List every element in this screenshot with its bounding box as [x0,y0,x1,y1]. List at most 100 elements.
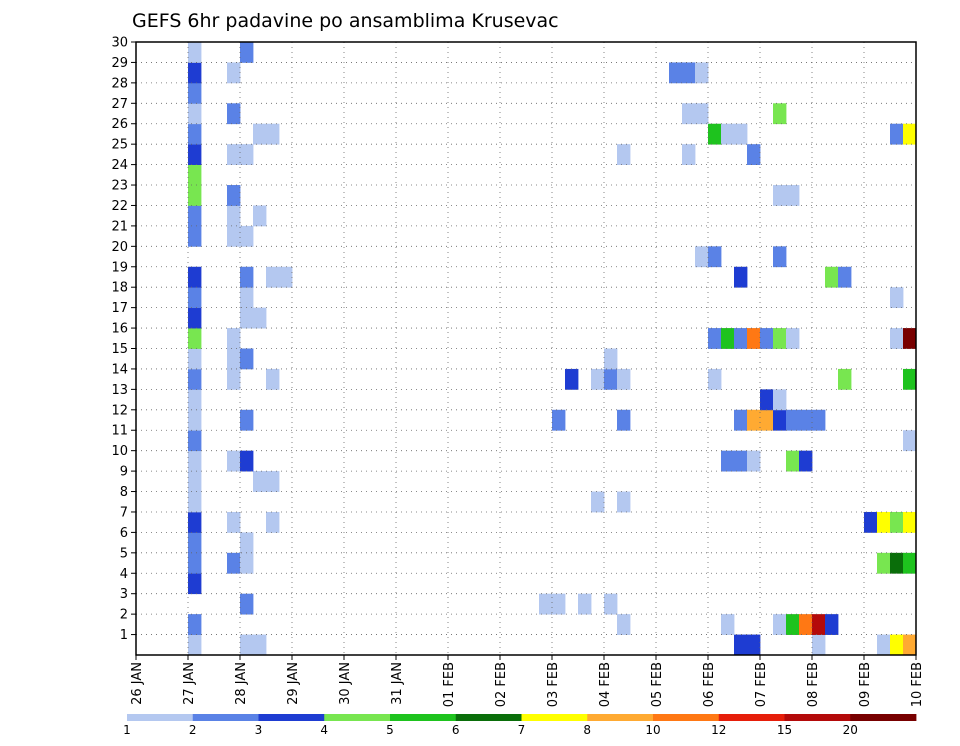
heatmap-cell [565,368,579,390]
heatmap-cell [240,348,254,370]
heatmap-cell [591,368,605,390]
x-tick-label: 09 FEB [858,662,873,707]
heatmap-cell [227,225,241,247]
heatmap-cell [188,164,202,186]
heatmap-cell [721,123,735,145]
heatmap-cell [721,328,735,349]
y-tick-label: 23 [111,179,128,194]
y-tick-label: 28 [111,76,128,91]
y-tick-label: 20 [111,240,128,255]
heatmap-cell [188,614,202,635]
y-tick-label: 19 [111,260,128,275]
heatmap-cell [188,82,202,104]
colorbar-swatch [653,714,720,721]
colorbar-label: 20 [843,723,858,737]
heatmap-cell [773,389,787,411]
y-tick-label: 14 [111,362,128,377]
x-tick-label: 07 FEB [754,662,769,707]
heatmap-cell [695,62,709,84]
x-tick-label: 27 JAN [182,662,197,705]
heatmap-cell [695,103,709,125]
heatmap-cell [773,246,787,268]
heatmap-cell [617,614,631,635]
heatmap-cell [890,123,904,145]
heatmap-cell [188,144,202,165]
x-tick-label: 31 JAN [390,662,405,705]
heatmap-cell [864,511,878,533]
heatmap-cell [227,144,241,165]
heatmap-cell [734,634,748,656]
heatmap-cell [266,471,280,492]
heatmap-cell [760,389,774,411]
x-axis: 26 JAN 27 JAN 28 JAN 29 JAN 30 JAN 31 JAN 01 F… [130,655,925,707]
y-tick-label: 6 [120,526,128,541]
y-tick-label: 30 [111,36,128,51]
heatmap-cell [266,266,280,288]
heatmap-cell [253,205,267,227]
heatmap-cell [240,593,254,615]
heatmap-cell [266,123,280,145]
colorbar-label: 3 [255,723,263,737]
y-tick-label: 5 [120,546,128,561]
heatmap-cell [227,103,241,125]
heatmap-cell [188,185,202,206]
heatmap-cell [708,123,722,145]
heatmap-cell [227,511,241,533]
heatmap-cell [760,328,774,349]
heatmap-cell [682,103,696,125]
x-tick-label: 06 FEB [702,662,717,707]
colorbar-swatch [850,714,917,721]
colorbar-label: 1 [123,723,131,737]
heatmap-cell [890,552,904,574]
colorbar-swatch [718,714,785,721]
heatmap-cell [266,511,280,533]
heatmap-cell [799,409,813,431]
heatmap-cell [786,185,800,206]
colorbar-label: 10 [645,723,660,737]
heatmap-cell [552,409,566,431]
heatmap-cell [240,42,254,63]
heatmap-cell [188,103,202,125]
heatmap-cell [617,409,631,431]
heatmap-cell [721,450,735,472]
colorbar-label: 7 [518,723,526,737]
y-tick-label: 17 [111,301,128,316]
heatmap-cell [747,409,761,431]
heatmap-cell [682,144,696,165]
y-tick-label: 26 [111,117,128,132]
y-tick-label: 8 [120,485,128,500]
x-tick-label: 10 FEB [910,662,925,707]
heatmap-cell [188,287,202,309]
heatmap-cell [708,246,722,268]
colorbar-label: 5 [386,723,394,737]
heatmap-cell [188,348,202,370]
heatmap-cell [253,307,267,329]
heatmap-cell [825,266,839,288]
heatmap-cell [617,368,631,390]
heatmap-cell [773,185,787,206]
x-tick-label: 02 FEB [494,662,509,707]
heatmap-cell [188,511,202,533]
heatmap-cell [188,266,202,288]
x-tick-label: 05 FEB [650,662,665,707]
heatmap-cell [188,634,202,656]
y-tick-label: 4 [120,567,128,582]
heatmap-cell [890,328,904,349]
x-tick-label: 03 FEB [546,662,561,707]
y-tick-label: 9 [120,465,128,480]
colorbar-label: 6 [452,723,460,737]
heatmap-cell [799,450,813,472]
heatmap-cell [604,593,618,615]
heatmap-cell [253,471,267,492]
heatmap-cell [188,205,202,227]
heatmap-cell [188,62,202,84]
heatmap-cell [240,552,254,574]
grid-layer [136,42,917,655]
heatmap-cell [903,430,917,452]
heatmap-cell [760,409,774,431]
heatmap-cell [773,328,787,349]
x-tick-label: 28 JAN [234,662,249,705]
heatmap-cell [734,123,748,145]
heatmap-cell [188,532,202,554]
